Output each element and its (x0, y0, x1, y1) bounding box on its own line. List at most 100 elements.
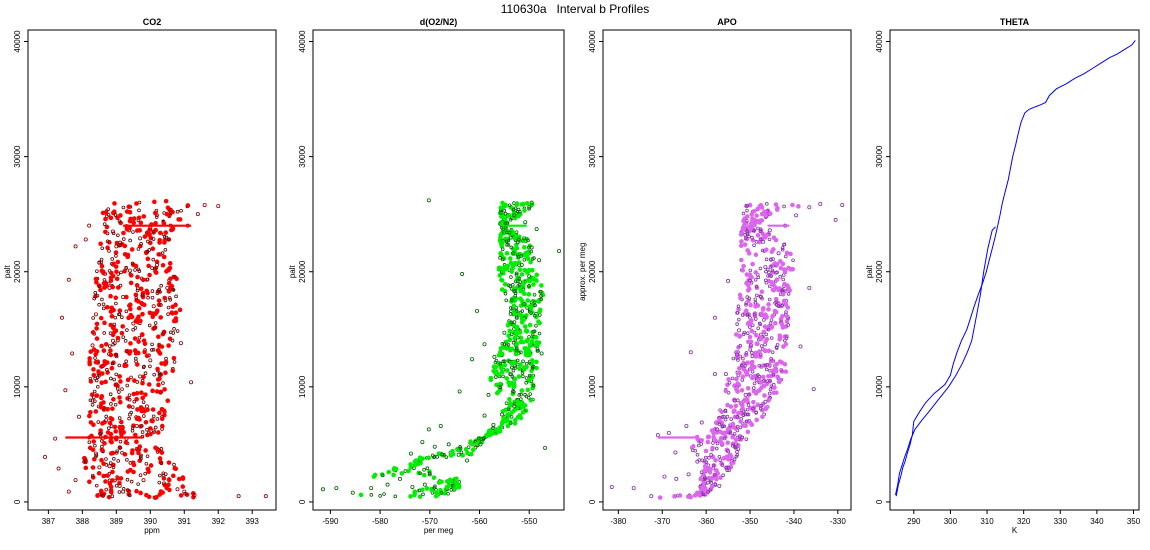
data-point (136, 215, 142, 221)
data-point (500, 240, 505, 245)
data-point (529, 245, 534, 250)
data-point (747, 420, 753, 426)
data-point (138, 473, 143, 477)
data-point (350, 490, 355, 495)
data-point (557, 249, 562, 254)
data-point (140, 380, 145, 386)
data-point (150, 342, 154, 347)
data-point (758, 294, 763, 299)
data-point (452, 486, 458, 491)
data-point (760, 401, 766, 407)
data-point (525, 298, 531, 303)
data-point (741, 218, 746, 224)
data-point (93, 409, 99, 414)
data-point (756, 226, 760, 231)
data-point (159, 344, 165, 349)
data-point (713, 472, 717, 477)
data-point (758, 380, 764, 385)
data-point (742, 242, 748, 247)
data-point (139, 390, 144, 396)
data-point (103, 210, 109, 216)
data-point (778, 377, 783, 383)
data-point (512, 390, 516, 394)
data-point (728, 404, 734, 409)
data-point (531, 365, 536, 369)
data-point (745, 204, 749, 208)
data-point (125, 377, 131, 383)
data-point (129, 375, 133, 380)
data-point (741, 332, 746, 337)
data-point (124, 265, 128, 270)
data-point (756, 377, 762, 382)
y-tick-label: 30000 (13, 145, 22, 168)
data-point (498, 256, 502, 260)
data-point (108, 270, 114, 276)
data-point (730, 376, 735, 381)
data-point (180, 475, 186, 480)
y-tick-label: 0 (588, 499, 597, 504)
data-point (158, 315, 163, 320)
data-point (533, 313, 537, 318)
data-point (90, 473, 95, 478)
data-point (773, 320, 778, 326)
data-point (99, 380, 105, 386)
data-point (783, 254, 788, 259)
data-point (744, 396, 750, 402)
data-point (93, 359, 99, 365)
data-point (106, 426, 111, 430)
data-point (334, 486, 339, 491)
data-point (125, 383, 129, 388)
data-point (811, 387, 816, 392)
data-point (758, 229, 763, 234)
data-point (717, 483, 722, 488)
data-point (514, 348, 519, 352)
data-point (100, 246, 105, 251)
data-point (783, 302, 789, 307)
data-point (130, 460, 136, 466)
data-point (432, 444, 437, 449)
data-point (163, 230, 169, 235)
data-point (759, 295, 764, 300)
data-point (527, 342, 533, 348)
data-point (151, 428, 156, 433)
x-axis-label: K (1012, 526, 1018, 535)
data-point (128, 341, 133, 346)
data-point (737, 328, 742, 333)
data-point (512, 376, 518, 382)
data-point (723, 388, 729, 394)
data-point (507, 231, 512, 235)
x-tick-label: -570 (422, 517, 439, 526)
data-point (150, 348, 154, 352)
data-point (95, 269, 99, 273)
data-point (470, 447, 476, 453)
data-point (127, 209, 133, 215)
data-point (503, 291, 508, 296)
data-point (163, 198, 169, 204)
data-point (511, 231, 516, 236)
x-tick-label: -330 (830, 517, 847, 526)
data-point (718, 435, 724, 441)
data-point (465, 458, 470, 463)
data-point (127, 351, 132, 356)
data-point (507, 328, 513, 334)
data-point (738, 425, 743, 430)
panel-title: CO2 (143, 17, 162, 27)
data-point (113, 250, 119, 255)
data-point (539, 351, 544, 356)
data-point (124, 359, 128, 364)
data-point (146, 382, 152, 387)
data-point (444, 455, 449, 459)
data-point (734, 386, 739, 392)
data-point (724, 465, 729, 470)
data-point (721, 414, 726, 419)
data-point (171, 473, 176, 479)
data-point (121, 335, 126, 339)
data-point (482, 436, 486, 440)
data-point (524, 254, 530, 260)
data-point (99, 257, 104, 262)
data-point (137, 208, 141, 213)
data-point (757, 387, 762, 393)
data-point (145, 407, 150, 413)
data-point (130, 426, 135, 430)
data-point (512, 213, 517, 218)
